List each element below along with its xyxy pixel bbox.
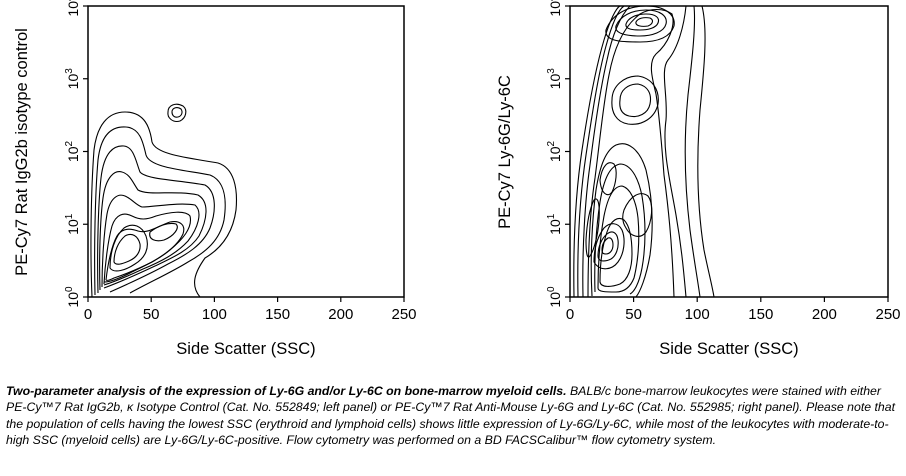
contour-line xyxy=(635,17,653,27)
x-tick-label: 250 xyxy=(391,306,416,323)
x-tick-label: 50 xyxy=(625,306,642,323)
contour-line xyxy=(611,75,659,125)
plot-frame xyxy=(87,5,405,298)
contour-line xyxy=(109,224,148,272)
y-tick-label: 100 xyxy=(546,286,563,308)
y-tick-label: 101 xyxy=(546,213,563,235)
y-tick-label: 101 xyxy=(64,213,81,235)
contour-line xyxy=(577,5,701,298)
contour-line xyxy=(99,171,207,291)
contour-line xyxy=(599,162,617,196)
figure: 0 50 100 150 200 250 100 101 102 103 104 Side Scat… xyxy=(13,0,901,358)
contour-line xyxy=(101,194,200,288)
contour-line xyxy=(113,233,141,265)
contour-line xyxy=(593,223,625,270)
contour-line xyxy=(167,103,187,122)
y-axis-label: PE-Cy7 Ly-6G/Ly-6C xyxy=(496,75,514,229)
y-tick-label: 104 xyxy=(64,0,81,17)
x-tick-label: 0 xyxy=(566,306,574,323)
contour-line xyxy=(625,13,660,31)
contour-line xyxy=(585,198,600,258)
x-tick-label: 0 xyxy=(84,306,92,323)
contour-line xyxy=(622,193,653,237)
contour-line xyxy=(597,231,619,262)
contour-line xyxy=(94,126,226,296)
contour-lines xyxy=(573,5,715,298)
y-tick-label: 102 xyxy=(546,140,563,162)
y-axis-label: PE-Cy7 Rat IgG2b isotype control xyxy=(13,28,31,276)
y-tick-label: 103 xyxy=(64,68,81,90)
caption-body: BALB/c bone-marrow leukocytes were stain… xyxy=(6,384,896,448)
contour-line xyxy=(90,111,238,298)
x-tick-label: 100 xyxy=(685,306,710,323)
plot-frame xyxy=(569,5,889,298)
left-contour-plot: 0 50 100 150 200 250 100 101 102 103 104 Side Scat… xyxy=(13,0,417,358)
x-axis-label: Side Scatter (SSC) xyxy=(659,340,798,358)
y-tick-label: 104 xyxy=(546,0,563,17)
axis-ticks: 0 50 100 150 200 250 100 101 102 103 104 xyxy=(64,0,417,323)
y-tick-label: 102 xyxy=(64,140,81,162)
right-contour-plot: 0 50 100 150 200 250 100 101 102 103 104 xyxy=(496,0,901,358)
x-tick-label: 150 xyxy=(265,306,290,323)
x-tick-label: 50 xyxy=(143,306,160,323)
y-tick-label: 103 xyxy=(546,68,563,90)
x-tick-label: 150 xyxy=(748,306,773,323)
figure-caption: Two-parameter analysis of the expression… xyxy=(6,383,900,449)
x-tick-label: 200 xyxy=(328,306,353,323)
contour-lines xyxy=(90,103,238,298)
contour-line xyxy=(97,145,215,294)
contour-line xyxy=(619,83,652,118)
contour-line xyxy=(587,8,675,298)
y-tick-label: 100 xyxy=(64,286,81,308)
x-tick-label: 250 xyxy=(875,306,900,323)
contour-line xyxy=(594,163,646,295)
contour-line xyxy=(149,222,178,242)
x-tick-label: 200 xyxy=(812,306,837,323)
caption-title: Two-parameter analysis of the expression… xyxy=(6,384,567,398)
contour-line xyxy=(171,107,183,118)
x-axis-label: Side Scatter (SSC) xyxy=(176,340,315,358)
contour-line xyxy=(597,185,640,293)
contour-line xyxy=(605,5,675,43)
contour-line xyxy=(103,211,192,285)
contour-line xyxy=(601,237,614,255)
contour-line xyxy=(615,9,667,37)
contour-line xyxy=(590,143,653,298)
contour-line xyxy=(582,5,687,298)
x-tick-label: 100 xyxy=(202,306,227,323)
axis-ticks: 0 50 100 150 200 250 100 101 102 103 104 xyxy=(546,0,901,323)
